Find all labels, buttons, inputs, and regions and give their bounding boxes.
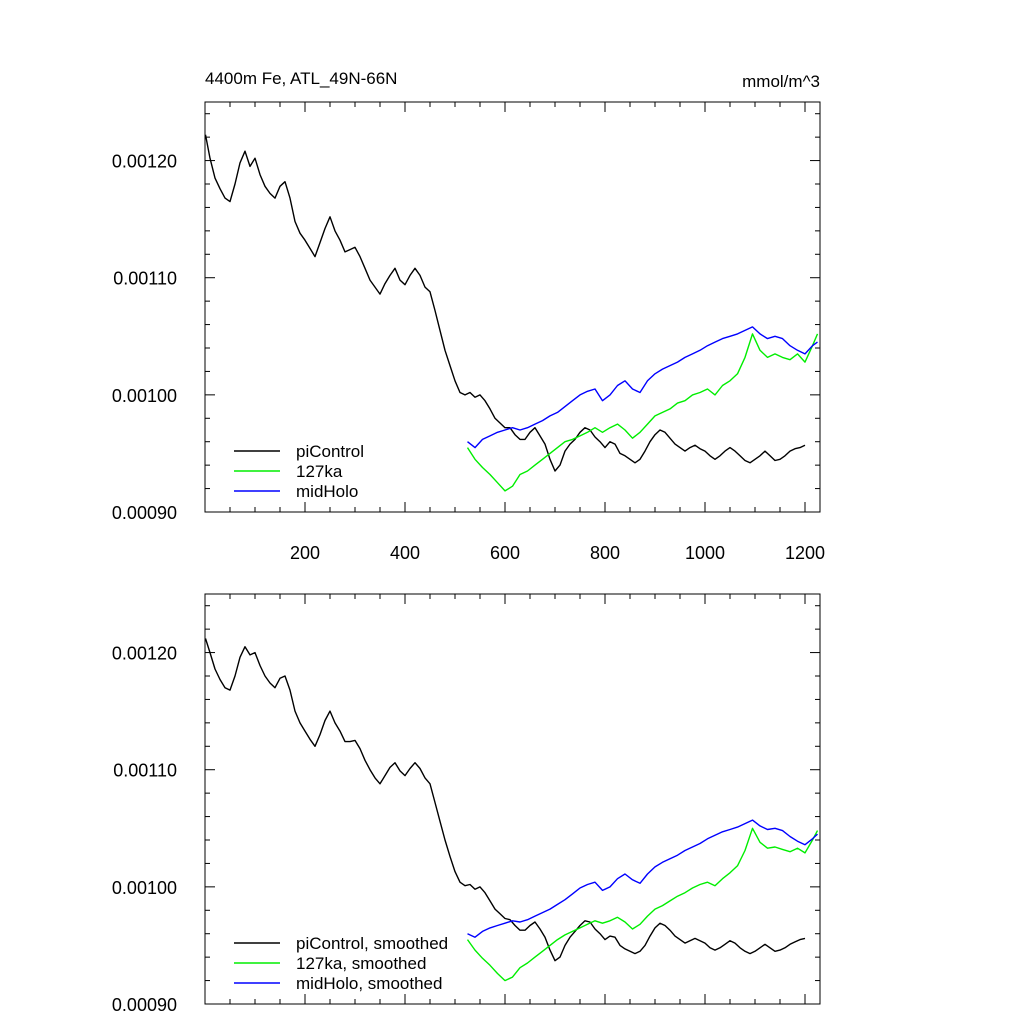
units-label: mmol/m^3 bbox=[742, 72, 820, 91]
top-x-tick-label: 600 bbox=[490, 543, 520, 563]
bottom-panel: 0.00090 0.00100 0.00110 0.00120 piControl, s… bbox=[112, 593, 821, 1015]
top-x-tick-label: 1000 bbox=[685, 543, 725, 563]
top-series-line-1 bbox=[466, 333, 819, 492]
bottom-legend-label: midHolo, smoothed bbox=[296, 974, 442, 993]
top-x-tick-label: 400 bbox=[390, 543, 420, 563]
bottom-legend-label: piControl, smoothed bbox=[296, 934, 448, 953]
bottom-plot-frame bbox=[204, 593, 821, 1005]
top-legend-label: 127ka bbox=[296, 462, 343, 481]
bottom-legend-label: 127ka, smoothed bbox=[296, 954, 426, 973]
top-series-line-0 bbox=[204, 134, 806, 472]
top-plot-frame bbox=[204, 101, 821, 513]
top-y-tick-label: 0.00090 bbox=[112, 503, 177, 523]
top-series-line-2 bbox=[467, 326, 818, 449]
top-panel: 4400m Fe, ATL_49N-66N mmol/m^3 0.00090 0.… bbox=[112, 69, 825, 563]
bottom-y-tick-label: 0.00120 bbox=[112, 644, 177, 664]
bottom-series-line-2 bbox=[467, 819, 818, 938]
top-y-tick-label: 0.00110 bbox=[113, 269, 177, 289]
top-y-tick-label: 0.00100 bbox=[112, 386, 177, 406]
top-x-tick-label: 200 bbox=[290, 543, 320, 563]
bottom-series-line-1 bbox=[466, 827, 819, 982]
bottom-y-tick-label: 0.00110 bbox=[113, 761, 177, 781]
top-legend-label: midHolo bbox=[296, 482, 358, 501]
bottom-series-line-0 bbox=[204, 638, 806, 962]
top-x-tick-label: 800 bbox=[590, 543, 620, 563]
top-x-tick-label: 1200 bbox=[785, 543, 825, 563]
top-y-tick-label: 0.00120 bbox=[112, 152, 177, 172]
bottom-y-tick-label: 0.00100 bbox=[112, 878, 177, 898]
chart-title: 4400m Fe, ATL_49N-66N bbox=[205, 69, 397, 88]
bottom-y-tick-label: 0.00090 bbox=[112, 995, 177, 1015]
top-legend-label: piControl bbox=[296, 442, 364, 461]
